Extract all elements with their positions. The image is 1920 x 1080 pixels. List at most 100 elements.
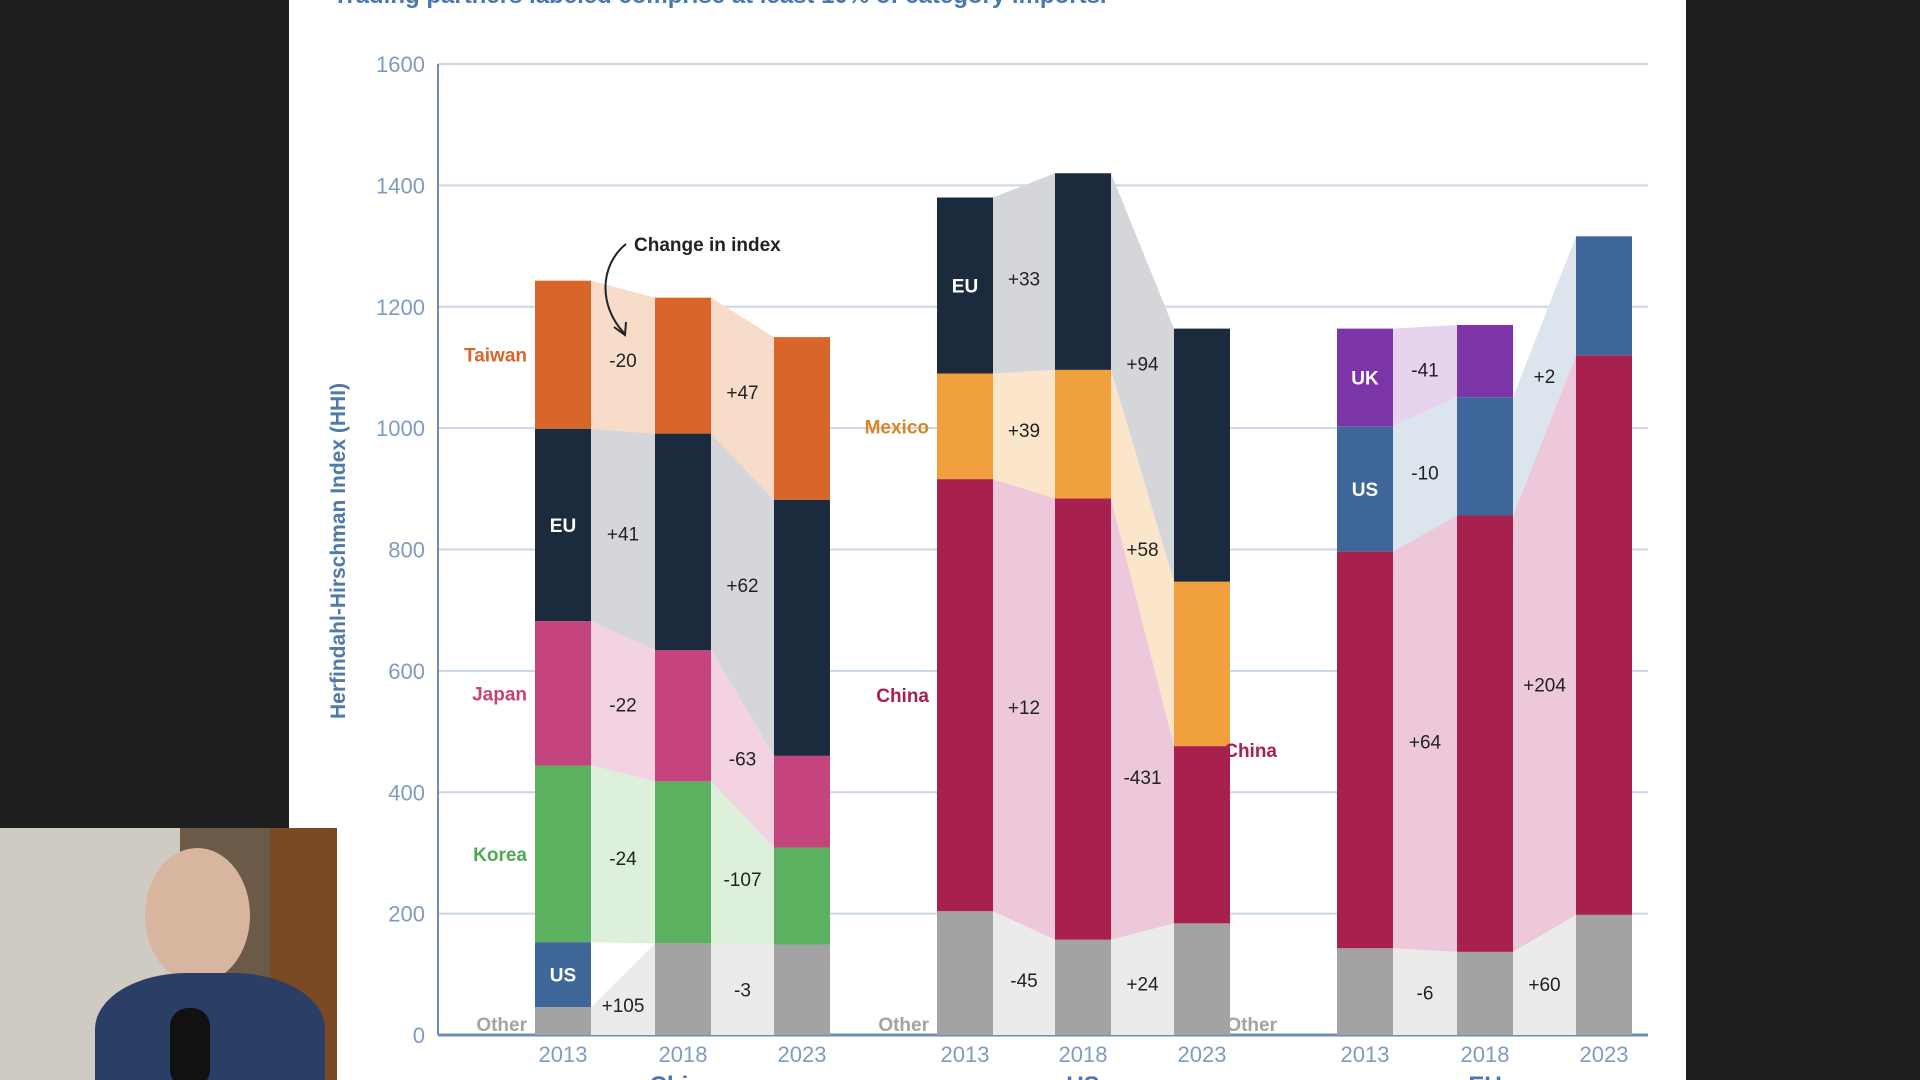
bar-segment-korea: [655, 781, 711, 944]
bar-segment-eu: [937, 197, 993, 374]
bar-segment-eu: [1055, 173, 1111, 370]
flow-band-korea: [591, 765, 655, 944]
x-tick-label: 2018: [659, 1042, 708, 1067]
bar-segment-korea: [774, 847, 830, 945]
y-tick-label: 400: [388, 780, 425, 805]
bar-segment-china: [1457, 515, 1513, 952]
group-label: EU: [1468, 1072, 1501, 1080]
flow-band-other: [993, 911, 1055, 1035]
flow-band-china: [993, 479, 1055, 940]
flow-band-other: [591, 943, 655, 1035]
bar-segment-taiwan: [655, 297, 711, 434]
group-label: China: [650, 1072, 717, 1080]
flow-band-taiwan: [711, 297, 774, 500]
x-tick-label: 2023: [1178, 1042, 1227, 1067]
bar-segment-eu: [1174, 328, 1230, 582]
bar-segment-korea: [535, 765, 591, 943]
bar-segment-japan: [535, 621, 591, 766]
x-tick-label: 2018: [1461, 1042, 1510, 1067]
bar-segment-other: [1337, 948, 1393, 1035]
annotation-arrow-icon: [604, 243, 627, 334]
flow-band-uk: [1393, 324, 1457, 427]
bar-segment-japan: [774, 755, 830, 848]
change-label: -3: [734, 980, 751, 1001]
bar-segment-eu: [655, 433, 711, 651]
flow-band-japan: [591, 621, 655, 782]
series-label: Other: [476, 1015, 527, 1036]
bar-segment-us: [1576, 236, 1632, 356]
webcam-overlay: [0, 828, 337, 1080]
change-label: +47: [726, 383, 758, 404]
change-label: +62: [726, 576, 758, 597]
y-axis-label: Herfindahl-Hirschman Index (HHI): [327, 383, 350, 719]
y-tick-label: 1000: [376, 416, 425, 441]
bar-segment-other: [1576, 914, 1632, 1035]
x-tick-label: 2013: [539, 1042, 588, 1067]
bar-segment-other: [535, 1007, 591, 1035]
series-label: Japan: [472, 684, 527, 705]
series-label: Korea: [473, 845, 527, 866]
change-label: +39: [1008, 421, 1040, 442]
flow-band-china: [1393, 515, 1457, 952]
series-label: China: [1224, 741, 1277, 762]
change-label: -41: [1411, 360, 1438, 381]
series-label: Other: [878, 1015, 929, 1036]
y-tick-label: 1200: [376, 295, 425, 320]
group-label: US: [1066, 1072, 1099, 1080]
flow-band-other: [1111, 923, 1174, 1035]
x-tick-label: 2023: [1580, 1042, 1629, 1067]
flow-band-other: [1393, 948, 1457, 1035]
bar-segment-china: [937, 479, 993, 912]
change-label: +12: [1008, 698, 1040, 719]
flow-band-eu: [1111, 173, 1174, 582]
change-label: +33: [1008, 270, 1040, 291]
bar-segment-other: [655, 943, 711, 1035]
x-tick-label: 2023: [778, 1042, 827, 1067]
chart-subtitle: Trading partners labeled comprise at lea…: [333, 0, 1107, 9]
bar-segment-us: [1457, 397, 1513, 516]
bar-segment-china: [1055, 498, 1111, 940]
bar-segment-china: [1337, 551, 1393, 949]
change-label: -24: [609, 849, 637, 870]
y-tick-label: 200: [388, 902, 425, 927]
bar-segment-china: [1576, 355, 1632, 915]
series-label: China: [876, 686, 929, 707]
change-label: -45: [1010, 971, 1037, 992]
change-label: -22: [609, 696, 636, 717]
flow-band-us: [1393, 397, 1457, 552]
bar-segment-china: [1174, 746, 1230, 924]
bar-segment-other: [1055, 939, 1111, 1035]
arrowhead-icon: [613, 321, 627, 337]
series-label: Taiwan: [464, 346, 527, 367]
x-tick-label: 2018: [1059, 1042, 1108, 1067]
change-label: +64: [1409, 733, 1442, 754]
y-tick-label: 1400: [376, 173, 425, 198]
flow-band-japan: [711, 650, 774, 848]
bar-segment-other: [1457, 951, 1513, 1035]
series-label: Mexico: [865, 417, 929, 438]
y-tick-label: 600: [388, 659, 425, 684]
y-tick-label: 0: [413, 1023, 425, 1048]
bar-segment-us: [1337, 426, 1393, 552]
x-tick-label: 2013: [941, 1042, 990, 1067]
bar-segment-other: [774, 944, 830, 1035]
flow-band-other: [711, 943, 774, 1035]
flow-band-china: [1513, 355, 1576, 952]
bar-segment-mexico: [937, 373, 993, 480]
series-label: EU: [952, 277, 978, 298]
series-label: US: [550, 966, 576, 987]
flow-band-mexico: [1111, 369, 1174, 747]
y-tick-label: 800: [388, 538, 425, 563]
change-label: +105: [602, 996, 645, 1017]
bar-segment-us: [535, 942, 591, 1008]
change-label: -431: [1123, 768, 1161, 789]
series-label: Other: [1226, 1015, 1277, 1036]
change-label: -10: [1411, 464, 1438, 485]
flow-band-us: [1513, 236, 1576, 516]
change-label: -6: [1417, 984, 1434, 1005]
bar-segment-japan: [655, 650, 711, 782]
change-label: +94: [1126, 354, 1159, 375]
change-label: -20: [609, 351, 636, 372]
annotation-text: Change in index: [634, 235, 781, 256]
